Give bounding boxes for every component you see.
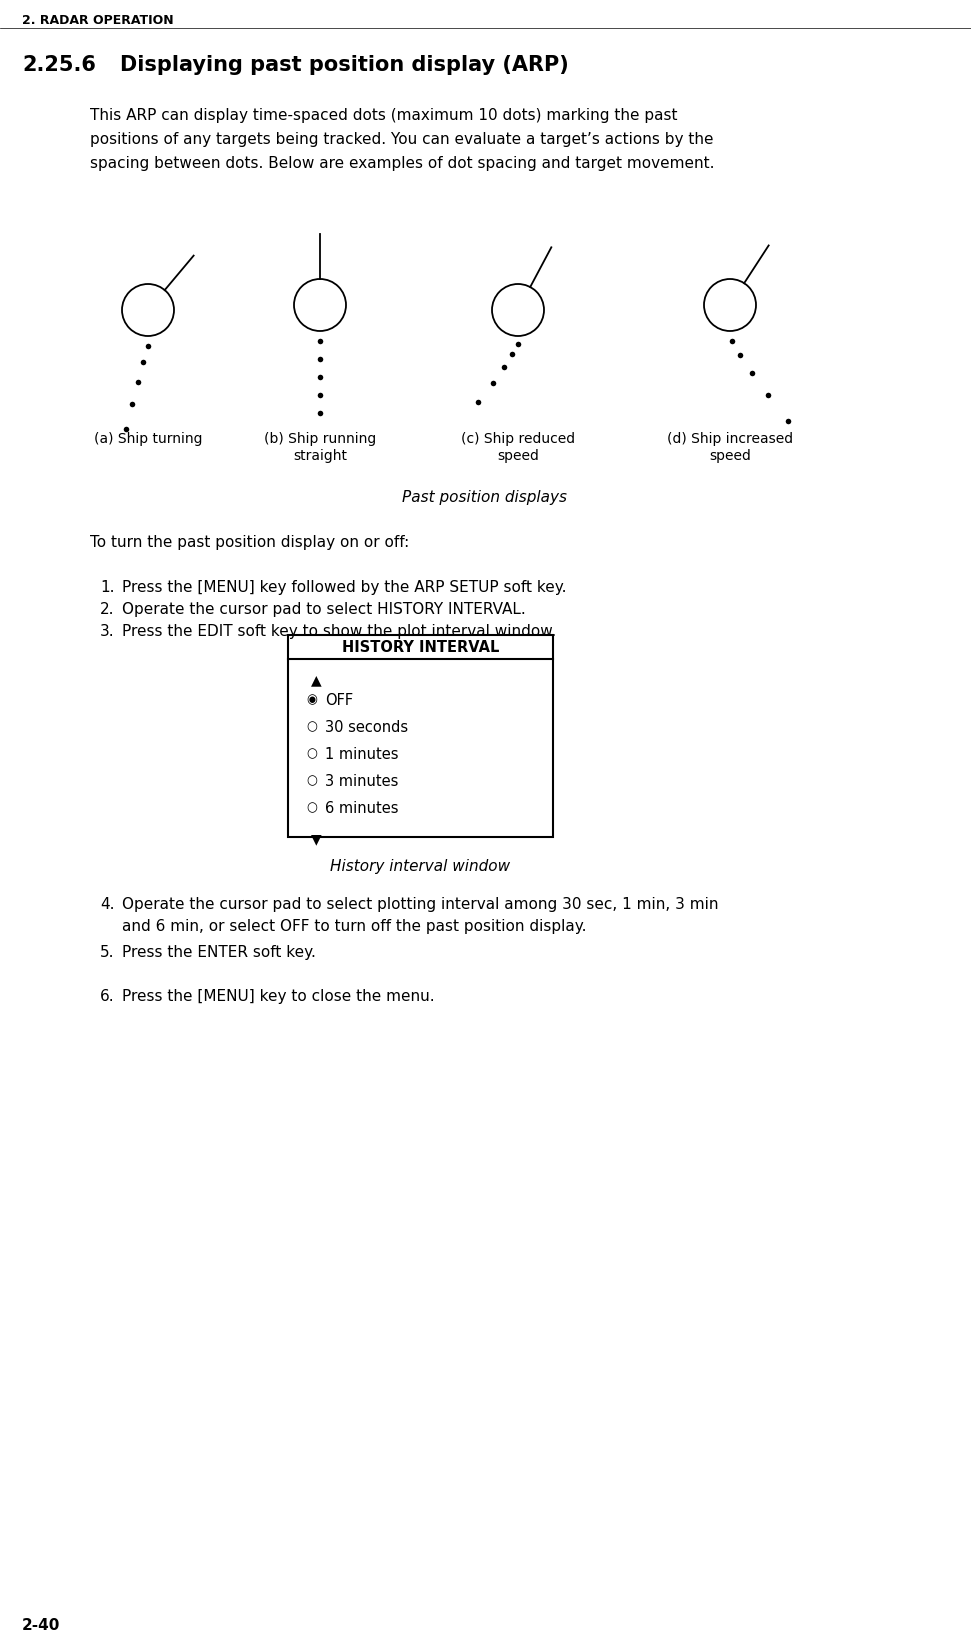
Text: ○: ○ (307, 800, 318, 813)
Text: To turn the past position display on or off:: To turn the past position display on or … (90, 535, 409, 549)
Text: Press the [MENU] key followed by the ARP SETUP soft key.: Press the [MENU] key followed by the ARP… (122, 580, 566, 595)
Text: Press the ENTER soft key.: Press the ENTER soft key. (122, 945, 316, 960)
Text: (b) Ship running: (b) Ship running (264, 432, 376, 447)
Text: Past position displays: Past position displays (403, 491, 567, 505)
Text: Press the [MENU] key to close the menu.: Press the [MENU] key to close the menu. (122, 989, 435, 1004)
Text: OFF: OFF (325, 693, 353, 707)
Text: HISTORY INTERVAL: HISTORY INTERVAL (342, 641, 499, 655)
Text: speed: speed (497, 448, 539, 463)
Text: Displaying past position display (ARP): Displaying past position display (ARP) (120, 55, 569, 75)
Text: 2.: 2. (100, 601, 115, 618)
Text: 6.: 6. (100, 989, 115, 1004)
Text: (a) Ship turning: (a) Ship turning (94, 432, 202, 447)
Text: 4.: 4. (100, 897, 115, 913)
Text: 30 seconds: 30 seconds (325, 720, 408, 735)
Text: ○: ○ (307, 720, 318, 734)
Text: 1 minutes: 1 minutes (325, 747, 398, 761)
Text: and 6 min, or select OFF to turn off the past position display.: and 6 min, or select OFF to turn off the… (122, 919, 586, 934)
Text: 3.: 3. (100, 624, 115, 639)
Text: straight: straight (293, 448, 347, 463)
Text: 2-40: 2-40 (22, 1619, 60, 1630)
Text: Operate the cursor pad to select HISTORY INTERVAL.: Operate the cursor pad to select HISTORY… (122, 601, 525, 618)
Text: speed: speed (709, 448, 751, 463)
Text: ▲: ▲ (311, 673, 321, 686)
Text: (d) Ship increased: (d) Ship increased (667, 432, 793, 447)
Text: (c) Ship reduced: (c) Ship reduced (461, 432, 575, 447)
Text: This ARP can display time-spaced dots (maximum 10 dots) marking the past: This ARP can display time-spaced dots (m… (90, 108, 678, 122)
Text: 2. RADAR OPERATION: 2. RADAR OPERATION (22, 15, 174, 28)
Text: Press the EDIT soft key to show the plot interval window.: Press the EDIT soft key to show the plot… (122, 624, 556, 639)
Text: ○: ○ (307, 774, 318, 787)
Text: 2.25.6: 2.25.6 (22, 55, 96, 75)
Text: ○: ○ (307, 747, 318, 760)
Text: 3 minutes: 3 minutes (325, 774, 398, 789)
Text: ▼: ▼ (311, 831, 321, 846)
Text: 1.: 1. (100, 580, 115, 595)
Text: ◉: ◉ (307, 693, 318, 706)
Text: Operate the cursor pad to select plotting interval among 30 sec, 1 min, 3 min: Operate the cursor pad to select plottin… (122, 897, 719, 913)
Text: positions of any targets being tracked. You can evaluate a target’s actions by t: positions of any targets being tracked. … (90, 132, 714, 147)
Text: spacing between dots. Below are examples of dot spacing and target movement.: spacing between dots. Below are examples… (90, 156, 715, 171)
Text: 6 minutes: 6 minutes (325, 800, 398, 817)
Text: History interval window: History interval window (330, 859, 511, 874)
Text: 5.: 5. (100, 945, 115, 960)
Bar (288, 636, 553, 836)
